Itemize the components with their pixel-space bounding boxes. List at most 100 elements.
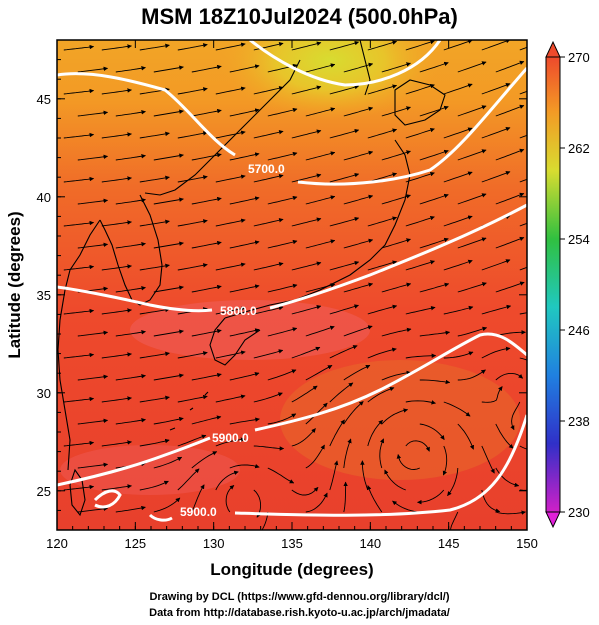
streamline-arrow bbox=[519, 357, 527, 361]
streamline-arrow bbox=[367, 386, 395, 403]
streamline-arrow bbox=[405, 215, 435, 227]
streamline-arrow bbox=[360, 460, 369, 491]
streamline-arrow bbox=[519, 90, 527, 95]
streamline-arrow bbox=[267, 327, 298, 337]
streamline-arrow bbox=[329, 419, 345, 447]
streamline-arrow bbox=[115, 505, 146, 513]
x-tick-label: 140 bbox=[359, 536, 381, 551]
streamline-arrow bbox=[457, 423, 474, 450]
streamline-arrow bbox=[367, 128, 398, 139]
streamline-arrow bbox=[381, 62, 411, 73]
streamline-arrow bbox=[115, 418, 146, 425]
streamline-arrow bbox=[153, 65, 184, 73]
streamline-arrow bbox=[229, 196, 260, 205]
streamline-arrow bbox=[495, 510, 526, 515]
streamline-arrow bbox=[367, 304, 398, 315]
streamline-arrow bbox=[115, 330, 146, 337]
x-tick-label: 135 bbox=[281, 536, 303, 551]
streamline-arrow bbox=[343, 401, 364, 425]
streamline-arrow bbox=[329, 128, 360, 139]
streamline-arrow bbox=[267, 151, 298, 161]
streamline-arrow bbox=[405, 400, 436, 405]
streamline-arrow bbox=[419, 237, 449, 249]
streamline-arrow bbox=[101, 44, 132, 51]
streamline-arrow bbox=[381, 282, 412, 293]
colorbar-tick-label: 246 bbox=[568, 323, 590, 338]
streamline-arrow bbox=[405, 171, 435, 183]
streamline-arrow bbox=[481, 445, 495, 474]
streamline-arrow bbox=[457, 149, 487, 161]
streamline-arrow bbox=[153, 373, 184, 381]
height-contours bbox=[57, 40, 527, 522]
streamline-arrow bbox=[495, 236, 525, 249]
streamline-arrow bbox=[519, 134, 527, 139]
contour-5800-west bbox=[57, 285, 213, 313]
streamline-arrow bbox=[443, 351, 474, 359]
streamline-arrow bbox=[481, 40, 511, 51]
streamline-arrow bbox=[101, 132, 132, 139]
contour-5900-mid-west bbox=[57, 436, 211, 487]
streamline-arrow bbox=[153, 109, 184, 117]
streamline-arrow bbox=[329, 382, 354, 403]
streamline-arrow bbox=[115, 110, 146, 117]
streamline-arrow bbox=[115, 66, 146, 73]
streamline-arrow bbox=[442, 445, 448, 476]
streamline-arrow bbox=[139, 480, 169, 491]
streamline-arrow bbox=[139, 219, 170, 227]
streamline-arrow bbox=[443, 40, 473, 51]
streamline-arrow bbox=[457, 237, 487, 249]
streamline-arrow bbox=[367, 40, 398, 51]
streamline-arrow bbox=[367, 84, 398, 95]
streamline-arrow bbox=[481, 259, 511, 271]
streamline-arrow bbox=[229, 108, 260, 117]
streamline-arrow bbox=[215, 174, 246, 183]
streamline-arrow bbox=[139, 307, 170, 315]
streamline-arrow bbox=[417, 489, 445, 505]
streamline-arrow bbox=[77, 154, 109, 161]
streamline-arrow bbox=[139, 438, 170, 447]
streamline-arrow bbox=[77, 418, 109, 425]
streamline-arrow bbox=[481, 126, 511, 139]
streamline-arrow bbox=[495, 104, 525, 117]
streamline-arrow bbox=[343, 106, 374, 117]
streamline-arrow bbox=[225, 485, 235, 513]
streamline-arrow bbox=[215, 437, 246, 447]
streamline-arrow bbox=[367, 419, 383, 447]
streamline-arrow bbox=[177, 351, 208, 359]
streamline-arrow bbox=[495, 423, 514, 449]
streamline-arrow bbox=[367, 260, 398, 271]
streamline-arrow bbox=[215, 218, 246, 227]
streamline-arrow bbox=[419, 282, 450, 293]
streamline-arrow bbox=[115, 198, 146, 205]
streamline-arrow bbox=[443, 127, 473, 139]
streamline-arrow bbox=[495, 281, 525, 293]
streamline-arrow bbox=[419, 105, 449, 117]
contour-5900-south-west bbox=[93, 489, 122, 509]
streamline-arrow bbox=[481, 386, 503, 403]
streamline-arrow bbox=[519, 266, 527, 271]
streamline-arrow bbox=[115, 242, 146, 249]
streamline-arrow bbox=[77, 506, 109, 513]
streamline-arrow bbox=[177, 175, 208, 183]
streamline-arrow bbox=[253, 130, 284, 139]
streamline-arrow bbox=[153, 416, 184, 425]
streamline-arrow bbox=[139, 395, 170, 403]
streamline-arrow bbox=[267, 195, 298, 205]
streamline-arrow bbox=[101, 396, 132, 403]
streamline-arrow bbox=[381, 238, 411, 249]
contour-label-5900-b: 5900.0 bbox=[180, 505, 217, 519]
streamline-arrow bbox=[510, 401, 521, 431]
streamline-arrow bbox=[291, 85, 322, 95]
x-axis-ticks: 120 125 130 135 140 145 150 bbox=[46, 40, 538, 551]
streamline-arrow bbox=[305, 444, 325, 469]
streamline-arrow bbox=[253, 392, 283, 403]
wind-streamlines bbox=[63, 40, 527, 530]
streamline-arrow bbox=[101, 88, 132, 95]
streamline-arrow bbox=[519, 489, 527, 491]
streamline-arrow bbox=[63, 484, 95, 491]
streamline-arrow bbox=[63, 396, 95, 403]
streamline-arrow bbox=[191, 372, 222, 381]
streamline-arrow bbox=[443, 171, 473, 183]
streamline-arrow bbox=[457, 193, 487, 205]
streamline-arrow bbox=[215, 130, 246, 139]
